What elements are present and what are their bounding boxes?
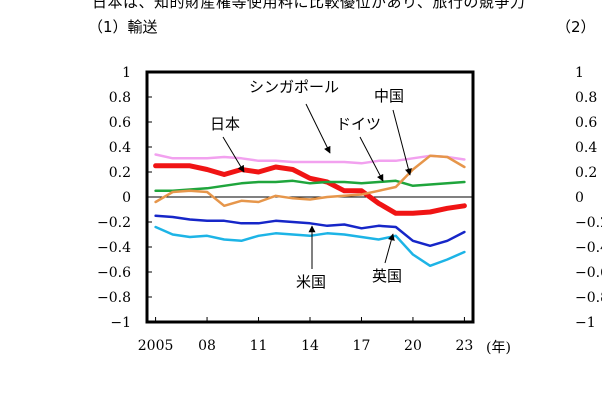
annotation-arrow-uk bbox=[384, 233, 395, 264]
panel2-y-tick-label: 0 bbox=[575, 190, 584, 206]
y-tick-label: −0.8 bbox=[97, 290, 131, 306]
x-tick-label: 08 bbox=[198, 338, 216, 354]
series-line-japan bbox=[153, 163, 467, 216]
panel2-y-tick-label: 1 bbox=[575, 65, 584, 81]
y-tick-label: −0.4 bbox=[97, 240, 131, 256]
y-tick-label: 0.4 bbox=[109, 140, 131, 156]
panel2-y-tick-label: 0.4 bbox=[575, 140, 597, 156]
y-tick-label: 1 bbox=[122, 65, 131, 81]
panel2-y-tick-label: −0.8 bbox=[575, 290, 602, 306]
panel2-y-tick-label: 0.6 bbox=[575, 115, 597, 131]
series-line-china bbox=[154, 154, 466, 208]
annotation-arrow-singapore bbox=[305, 103, 331, 154]
annotation-label-china: 中国 bbox=[374, 87, 404, 105]
x-tick-label: 2005 bbox=[138, 338, 174, 354]
annotation-label-japan: 日本 bbox=[210, 115, 240, 133]
panel2-y-tick-label: −0.4 bbox=[575, 240, 602, 256]
y-tick-label: −1 bbox=[110, 315, 131, 331]
annotation-label-uk: 英国 bbox=[372, 267, 402, 285]
panel2-y-tick-label: 0.2 bbox=[575, 165, 597, 181]
x-tick-label: 23 bbox=[456, 338, 474, 354]
panel2-y-tick-label: −1 bbox=[575, 315, 596, 331]
annotation-label-usa: 米国 bbox=[296, 273, 326, 291]
panel2-y-tick-label: −0.6 bbox=[575, 265, 602, 281]
annotation-arrow-japan bbox=[222, 136, 245, 173]
y-tick-label: −0.2 bbox=[97, 215, 131, 231]
series-line-germany bbox=[154, 179, 466, 193]
panel-label-second: （2） bbox=[556, 18, 596, 36]
y-tick-label: −0.6 bbox=[97, 265, 131, 281]
panel2-y-tick-label: −0.2 bbox=[575, 215, 602, 231]
series-line-usa bbox=[154, 214, 466, 248]
page-title: 日本は、知的財産権等使用料に比較優位があり、旅行の競争力 bbox=[92, 0, 526, 11]
series-line-singapore bbox=[154, 153, 466, 165]
x-tick-label: 11 bbox=[250, 338, 268, 354]
x-tick-label: 20 bbox=[404, 338, 422, 354]
annotation-arrow-germany bbox=[359, 136, 384, 182]
panel2-y-tick-label: 0.8 bbox=[575, 90, 597, 106]
panel-label-transport: （1）輸送 bbox=[88, 18, 158, 36]
x-tick-label: 14 bbox=[301, 338, 319, 354]
annotation-label-germany: ドイツ bbox=[336, 115, 381, 133]
annotation-label-singapore: シンガポール bbox=[249, 78, 339, 96]
y-tick-label: 0.6 bbox=[109, 115, 131, 131]
annotation-arrow-china bbox=[392, 109, 412, 176]
y-tick-label: 0 bbox=[122, 190, 131, 206]
x-axis-label: (年) bbox=[486, 340, 511, 356]
x-tick-label: 17 bbox=[353, 338, 371, 354]
series-line-uk bbox=[154, 225, 466, 268]
y-tick-label: 0.8 bbox=[109, 90, 131, 106]
y-tick-label: 0.2 bbox=[109, 165, 131, 181]
